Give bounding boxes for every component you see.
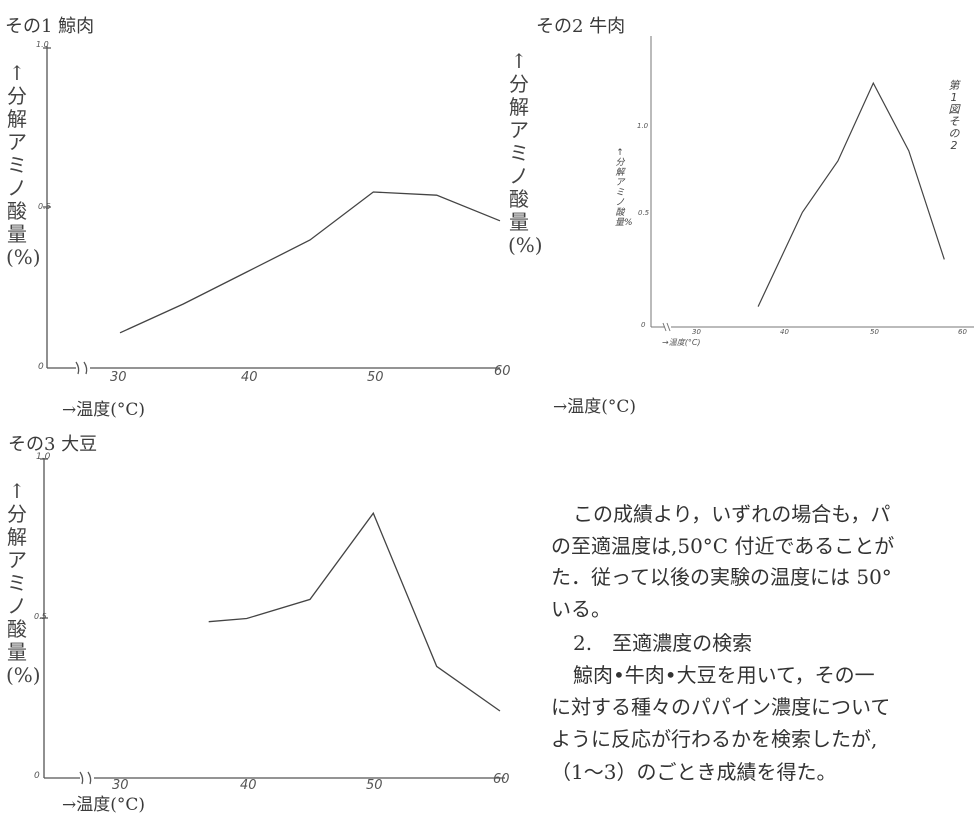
- section-heading: 2. 至適濃度の検索: [573, 631, 753, 655]
- fig3-ytick-05: 0.5: [34, 612, 47, 621]
- fig3-ytick-1: 1.0: [36, 452, 51, 462]
- fig3-xtick-60: 60: [493, 772, 510, 787]
- fig2-xtick-30: 30: [692, 328, 701, 336]
- paragraph-line-2: の至適温度は,50°C 付近であることが: [551, 534, 895, 558]
- fig3-y-tickmarks: [40, 458, 48, 619]
- fig2-y-label-small: ↑分解アミノ酸量%: [615, 148, 633, 228]
- fig1-ytick-0: 0: [38, 362, 44, 372]
- fig1-axes: [43, 46, 500, 375]
- fig2-axis-break: [662, 322, 671, 332]
- paragraph-line-7: ように反応が行わるかを検索したが,: [551, 727, 878, 751]
- fig2-xtick-40: 40: [780, 328, 789, 336]
- fig1-y-label: ↑分解アミノ酸量(%): [6, 61, 41, 269]
- fig2-x-label: →温度(°C): [553, 397, 637, 417]
- fig2-side-note: 第1図その2: [948, 79, 960, 152]
- fig1-ytick-05: 0.5: [38, 202, 51, 211]
- fig1-xtick-60: 60: [494, 364, 511, 379]
- fig3-ytick-0: 0: [34, 771, 40, 781]
- fig1-data-line: [119, 191, 501, 334]
- paragraph-line-1: この成績より，いずれの場合も，パ: [573, 502, 891, 526]
- fig2-xtick-50: 50: [870, 328, 879, 336]
- fig3-x-label: →温度(°C): [62, 795, 146, 815]
- fig2-title: その2 牛肉: [536, 16, 626, 37]
- fig3-axes: [40, 458, 505, 785]
- fig2-axes: [650, 36, 974, 332]
- fig3-data-line: [208, 511, 501, 712]
- fig3-xtick-30: 30: [112, 778, 129, 793]
- fig2-ytick-05: 0.5: [638, 209, 650, 217]
- fig2-y-label: ↑分解アミノ酸量(%): [508, 49, 543, 257]
- fig1-xtick-50: 50: [367, 370, 384, 385]
- fig2-ytick-0: 0: [641, 321, 646, 329]
- fig2-x-label-small: →温度(°C): [662, 338, 701, 347]
- fig2-ytick-1: 1.0: [637, 122, 649, 130]
- paragraph-line-3: た．従って以後の実験の温度には 50°: [551, 565, 892, 589]
- fig3-xtick-50: 50: [366, 778, 383, 793]
- paragraph-line-4: いる。: [551, 597, 611, 621]
- fig3-axis-break: [79, 771, 92, 785]
- fig1-xtick-40: 40: [241, 370, 258, 385]
- paragraph-line-5: 鯨肉•牛肉•大豆を用いて，その一: [573, 663, 875, 687]
- fig1-xtick-30: 30: [110, 370, 127, 385]
- fig1-ytick-1: 1.0: [36, 40, 49, 49]
- paragraph-line-6: に対する種々のパパイン濃度について: [551, 695, 891, 719]
- fig3-title: その3 大豆: [8, 434, 98, 455]
- fig1-x-label: →温度(°C): [62, 400, 146, 420]
- fig1-axis-break: [75, 361, 88, 375]
- fig3-xtick-40: 40: [240, 778, 257, 793]
- fig2-data-line: [757, 81, 945, 307]
- fig1-y-tickmarks: [43, 47, 51, 208]
- fig3-y-label: ↑分解アミノ酸量(%): [6, 479, 41, 687]
- fig2-xtick-60: 60: [958, 328, 967, 336]
- paragraph-line-8: （1〜3）のごとき成績を得た。: [551, 760, 837, 784]
- fig1-title: その1 鯨肉: [5, 16, 95, 37]
